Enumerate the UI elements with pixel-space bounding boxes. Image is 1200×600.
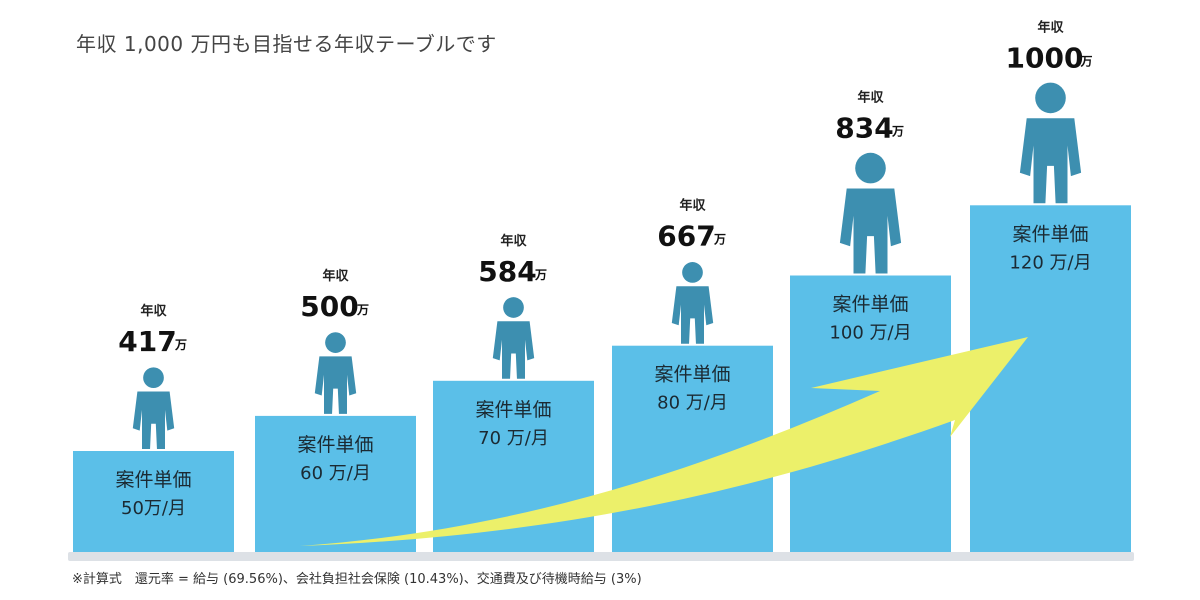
bar-1 bbox=[73, 451, 234, 552]
bar-2 bbox=[255, 415, 416, 552]
annual-heading-4: 年収 bbox=[679, 198, 706, 214]
bar-label-value-2: 60 万/月 bbox=[300, 463, 371, 484]
person-shape-5 bbox=[839, 152, 902, 274]
person-shape-6 bbox=[1019, 82, 1082, 204]
person-presenting-icon bbox=[839, 152, 902, 274]
chart-title: 年収 1,000 万円も目指せる年収テーブルです bbox=[76, 32, 497, 56]
annual-heading-1: 年収 bbox=[140, 303, 167, 319]
bar-label-heading-5: 案件単価 bbox=[832, 294, 908, 316]
annual-unit-2: 万 bbox=[356, 303, 369, 317]
person-thinking-icon bbox=[671, 262, 714, 344]
annual-heading-5: 年収 bbox=[857, 90, 884, 106]
annual-heading-6: 年収 bbox=[1037, 19, 1064, 35]
annual-income-5: 834 bbox=[835, 112, 893, 145]
person-stressed-icon bbox=[314, 332, 357, 414]
bar-label-value-6: 120 万/月 bbox=[1009, 252, 1091, 273]
bar-label-heading-3: 案件単価 bbox=[475, 399, 551, 421]
person-on-phone-icon bbox=[492, 297, 535, 379]
annual-unit-5: 万 bbox=[891, 125, 904, 139]
annual-income-2: 500 bbox=[300, 290, 358, 323]
bar-6 bbox=[970, 205, 1131, 553]
person-fist-pump-icon bbox=[1019, 82, 1082, 204]
bar-label-value-5: 100 万/月 bbox=[829, 323, 911, 344]
annual-income-3: 584 bbox=[478, 255, 536, 288]
annual-unit-4: 万 bbox=[713, 233, 726, 247]
bar-label-heading-2: 案件単価 bbox=[297, 434, 373, 456]
annual-heading-2: 年収 bbox=[322, 268, 349, 284]
bar-label-heading-6: 案件単価 bbox=[1012, 223, 1088, 245]
annual-unit-1: 万 bbox=[174, 338, 187, 352]
annual-heading-3: 年収 bbox=[500, 233, 527, 249]
annual-income-1: 417 bbox=[118, 325, 176, 358]
bar-label-value-3: 70 万/月 bbox=[478, 428, 549, 449]
bar-label-heading-4: 案件単価 bbox=[654, 364, 730, 386]
bar-label-heading-1: 案件単価 bbox=[115, 469, 191, 491]
annual-unit-3: 万 bbox=[534, 268, 547, 282]
person-shape-4 bbox=[671, 262, 714, 344]
person-shape-3 bbox=[492, 297, 535, 379]
annual-income-4: 667 bbox=[657, 220, 715, 253]
person-head-in-hand-icon bbox=[132, 367, 175, 449]
footnote: ※計算式 還元率 = 給与 (69.56%)、会社負担社会保険 (10.43%)… bbox=[72, 572, 642, 587]
annual-income-6: 1000 bbox=[1006, 41, 1084, 74]
person-shape-1 bbox=[132, 367, 175, 449]
bar-label-value-1: 50万/月 bbox=[121, 498, 186, 519]
chart-base bbox=[68, 552, 1134, 561]
annual-unit-6: 万 bbox=[1080, 54, 1093, 68]
bar-label-value-4: 80 万/月 bbox=[657, 393, 728, 414]
person-shape-2 bbox=[314, 332, 357, 414]
growth-arrow bbox=[300, 337, 1028, 546]
